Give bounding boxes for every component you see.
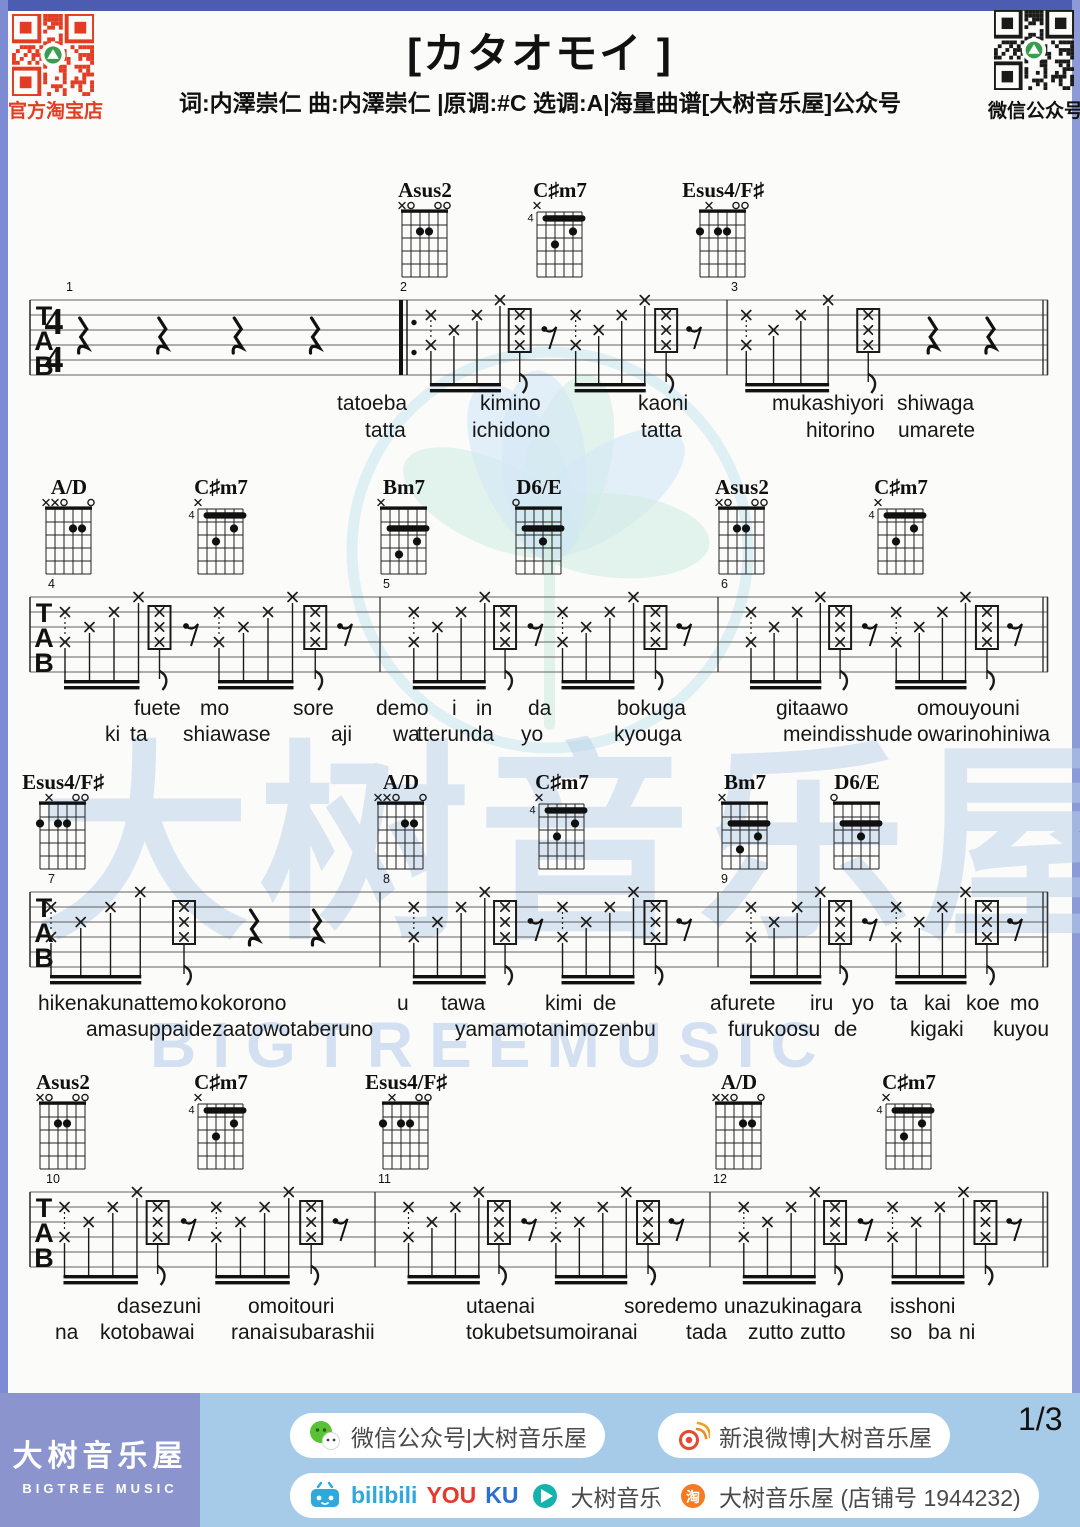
lyric-word: mo [200, 697, 230, 720]
svg-text:B: B [34, 351, 54, 381]
lyric-word: ranai [231, 1321, 278, 1344]
svg-text:B: B [34, 1243, 54, 1273]
svg-text:A: A [34, 623, 54, 653]
svg-text:4: 4 [48, 577, 55, 591]
page-border-top [0, 0, 1080, 11]
page-border-right [1072, 0, 1080, 1527]
lyric-word: koe [966, 992, 1000, 1015]
watermark-text-cn: 大树音乐屋 [38, 727, 1080, 964]
lyric-word: mukashiyori [772, 392, 885, 415]
svg-text:T: T [36, 1193, 53, 1223]
taobao-qr-label: 官方淘宝店 [8, 101, 104, 122]
lyric-word: na [55, 1321, 79, 1344]
weibo-icon [679, 1421, 710, 1450]
lyric-word: de [834, 1018, 858, 1041]
lyric-word: tada [686, 1321, 727, 1344]
lyric-word: dasezuni [117, 1295, 202, 1318]
chord-name: Asus2 [36, 1070, 90, 1094]
svg-text:4: 4 [527, 213, 533, 225]
lyric-word: zutto [748, 1321, 794, 1344]
lyric-word: kigaki [910, 1018, 964, 1041]
svg-text:11: 11 [378, 1172, 391, 1186]
social-pill-label: YOU [426, 1482, 477, 1508]
social-pill-label: 大树音乐屋 (店铺号 1944232) [719, 1484, 1021, 1511]
svg-text:4: 4 [45, 301, 64, 343]
social-pill-bilibili-youku[interactable]: bilibili YOU KU 大树音乐屋 [290, 1473, 704, 1518]
lyric-word: ba [928, 1321, 952, 1344]
lyric-word: kotobawai [100, 1321, 195, 1344]
chord-name: A/D [50, 475, 88, 499]
lyric-word: zutto [800, 1321, 846, 1344]
svg-text:4: 4 [876, 1105, 882, 1117]
lyric-word: kuyou [993, 1018, 1050, 1041]
chord-name: C♯m7 [194, 475, 248, 499]
brand-name-cn: 大树音乐屋 [12, 1440, 188, 1473]
lyric-word: umarete [898, 419, 976, 442]
social-pill-wechat[interactable]: 微信公众号|大树音乐屋 [290, 1413, 605, 1458]
lyric-word: utaenai [466, 1295, 535, 1318]
youku-icon [532, 1483, 557, 1508]
lyric-word: fuete [134, 697, 181, 720]
watermark-text-en: BIGTREEMUSIC [150, 1009, 833, 1081]
chord-name: Esus4/F♯ [682, 178, 764, 202]
svg-text:T: T [36, 598, 53, 628]
svg-text:淘: 淘 [686, 1489, 700, 1505]
taobao-qr-code [12, 14, 94, 96]
lyric-word: so [890, 1321, 913, 1344]
svg-text:A: A [34, 326, 54, 356]
lyric-word: isshoni [890, 1295, 956, 1318]
social-pill-weibo[interactable]: 新浪微博|大树音乐屋 [658, 1413, 950, 1458]
lyric-word: omoitouri [248, 1295, 335, 1318]
lyric-word: tokubetsumoiranai [466, 1321, 638, 1344]
svg-text:4: 4 [188, 1105, 194, 1117]
social-pill-label: KU [485, 1482, 519, 1508]
wechat-icon [310, 1420, 340, 1450]
taobao-icon: 淘 [681, 1483, 705, 1508]
svg-text:B: B [34, 648, 54, 678]
social-pill-label: 新浪微博|大树音乐屋 [719, 1424, 932, 1451]
chord-name: C♯m7 [874, 475, 928, 499]
page-border-left [0, 0, 8, 1527]
lyric-word: unazukinagara [724, 1295, 862, 1318]
lyric-word: ni [959, 1321, 976, 1344]
footer: 大树音乐屋 BIGTREE MUSIC 微信公众号|大树音乐屋 新浪微博|大树音乐… [0, 1393, 1080, 1527]
svg-text:4: 4 [868, 510, 874, 522]
lyric-word: shiwaga [897, 392, 975, 415]
svg-text:10: 10 [46, 1172, 60, 1186]
watermark-tree-logo [346, 346, 754, 754]
wechat-qr-label: 微信公众号 [988, 101, 1080, 122]
lyric-word: yo [852, 992, 875, 1015]
brand-panel: 大树音乐屋 BIGTREE MUSIC [0, 1393, 200, 1527]
svg-text:4: 4 [45, 339, 64, 381]
bilibili-icon [311, 1481, 339, 1507]
social-pill-taobao[interactable]: 淘 大树音乐屋 (店铺号 1944232) [658, 1473, 1039, 1518]
chord-name: C♯m7 [882, 1070, 936, 1094]
lyric-word: hitorino [806, 419, 875, 442]
song-title: [カタオモイ ] [407, 30, 673, 77]
lyric-word: gitaawo [776, 697, 849, 720]
svg-text:T: T [36, 301, 53, 331]
svg-text:4: 4 [188, 510, 194, 522]
lyric-word: subarashii [279, 1321, 375, 1344]
svg-text:12: 12 [713, 1172, 727, 1186]
brand-name-en: BIGTREE MUSIC [22, 1481, 178, 1496]
svg-text:2: 2 [400, 280, 407, 294]
page-indicator: 1/3 [1018, 1401, 1063, 1437]
svg-text:A: A [34, 1218, 54, 1248]
lyric-word: ta [890, 992, 908, 1015]
social-pill-label: 微信公众号|大树音乐屋 [351, 1424, 587, 1451]
lyric-word: omouyouni [917, 697, 1020, 720]
lyric-word: mo [1010, 992, 1040, 1015]
lyric-word: kai [924, 992, 951, 1015]
chord-name: C♯m7 [533, 178, 587, 202]
lyric-word: soredemo [624, 1295, 718, 1318]
wechat-qr-code [994, 10, 1074, 90]
svg-text:1: 1 [66, 280, 73, 294]
svg-text:3: 3 [731, 280, 738, 294]
chord-name: Asus2 [398, 178, 452, 202]
social-pill-label: bilibili [351, 1482, 418, 1508]
tab-staff-4: TAB 10 11 12 [29, 1172, 1049, 1286]
song-credits: 词:内澤崇仁 曲:内澤崇仁 |原调:#C 选调:A|海量曲谱[大树音乐屋]公众号 [178, 90, 901, 116]
